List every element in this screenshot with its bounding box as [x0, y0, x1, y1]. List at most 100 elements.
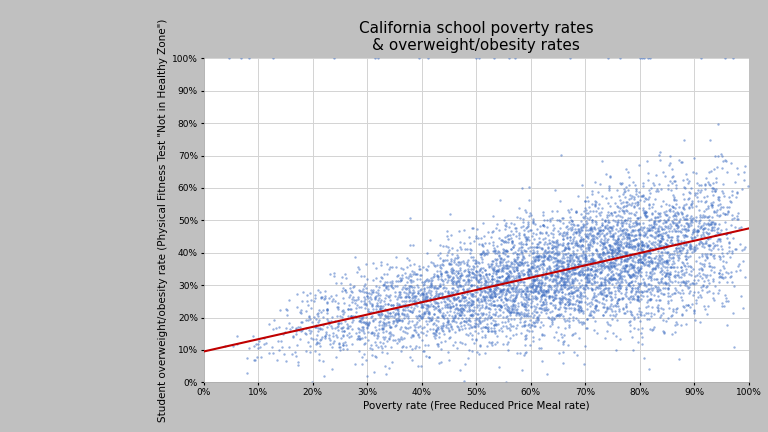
Point [561, 265, 574, 272]
Point [619, 291, 631, 298]
Point [477, 242, 489, 249]
Point [647, 233, 660, 240]
Point [554, 295, 566, 302]
Point [651, 288, 664, 295]
Point [409, 324, 421, 330]
Point [704, 272, 717, 279]
Point [406, 331, 419, 338]
Point [737, 305, 749, 312]
Point [332, 321, 344, 328]
Point [598, 292, 611, 299]
Point [478, 278, 491, 285]
Point [663, 251, 675, 258]
Point [713, 236, 725, 243]
Point [336, 324, 349, 331]
Point [614, 224, 626, 231]
Point [381, 313, 393, 320]
Point [458, 324, 471, 331]
Point [454, 283, 466, 289]
Point [602, 219, 614, 226]
Point [602, 305, 614, 312]
Point [571, 264, 583, 271]
Point [563, 305, 575, 311]
Point [532, 281, 545, 288]
Point [586, 260, 598, 267]
Point [631, 268, 644, 275]
Point [535, 279, 548, 286]
Point [704, 246, 717, 253]
Point [543, 265, 555, 272]
Point [565, 270, 578, 277]
Point [528, 236, 541, 243]
Point [567, 266, 579, 273]
Point [729, 223, 741, 230]
Point [712, 121, 724, 128]
Point [577, 266, 589, 273]
Point [680, 171, 692, 178]
Point [600, 308, 612, 314]
Point [568, 265, 581, 272]
Point [504, 267, 516, 274]
Point [396, 316, 408, 323]
Point [460, 314, 472, 321]
Point [545, 317, 558, 324]
Point [702, 214, 714, 221]
Point [447, 267, 459, 273]
Point [456, 302, 468, 309]
Point [666, 278, 678, 285]
Point [562, 290, 574, 297]
Point [359, 314, 372, 321]
Point [493, 293, 505, 300]
Point [621, 254, 634, 261]
Point [578, 215, 591, 222]
Point [499, 221, 511, 228]
Point [617, 207, 630, 214]
Point [565, 276, 578, 283]
Point [382, 300, 394, 307]
Point [672, 279, 684, 286]
Point [651, 287, 664, 294]
Point [607, 263, 620, 270]
Point [493, 302, 505, 308]
Point [499, 237, 511, 244]
Point [591, 279, 604, 286]
Point [666, 260, 678, 267]
Point [419, 342, 431, 349]
Point [535, 302, 548, 308]
Point [681, 233, 694, 240]
Point [670, 252, 683, 259]
Point [667, 208, 680, 215]
Point [487, 238, 499, 245]
Point [659, 173, 671, 180]
Point [433, 329, 445, 336]
Point [684, 242, 697, 249]
Point [559, 271, 571, 278]
Point [406, 308, 419, 315]
Point [435, 273, 447, 280]
Point [432, 325, 444, 332]
Point [639, 260, 651, 267]
Point [563, 208, 575, 215]
Point [578, 252, 591, 259]
Point [369, 316, 381, 323]
Point [645, 303, 657, 310]
Point [376, 312, 388, 319]
Point [519, 290, 531, 297]
Point [304, 343, 316, 349]
Point [533, 252, 545, 259]
Point [304, 289, 316, 296]
Point [583, 311, 595, 318]
Point [688, 244, 700, 251]
Point [470, 267, 482, 274]
Point [441, 319, 453, 326]
Point [389, 315, 402, 322]
Point [365, 287, 377, 294]
Point [611, 246, 624, 253]
Point [403, 324, 415, 331]
Point [448, 308, 460, 315]
Point [536, 229, 548, 236]
Point [661, 264, 674, 270]
Point [598, 276, 611, 283]
Point [480, 303, 492, 310]
Point [695, 294, 707, 301]
